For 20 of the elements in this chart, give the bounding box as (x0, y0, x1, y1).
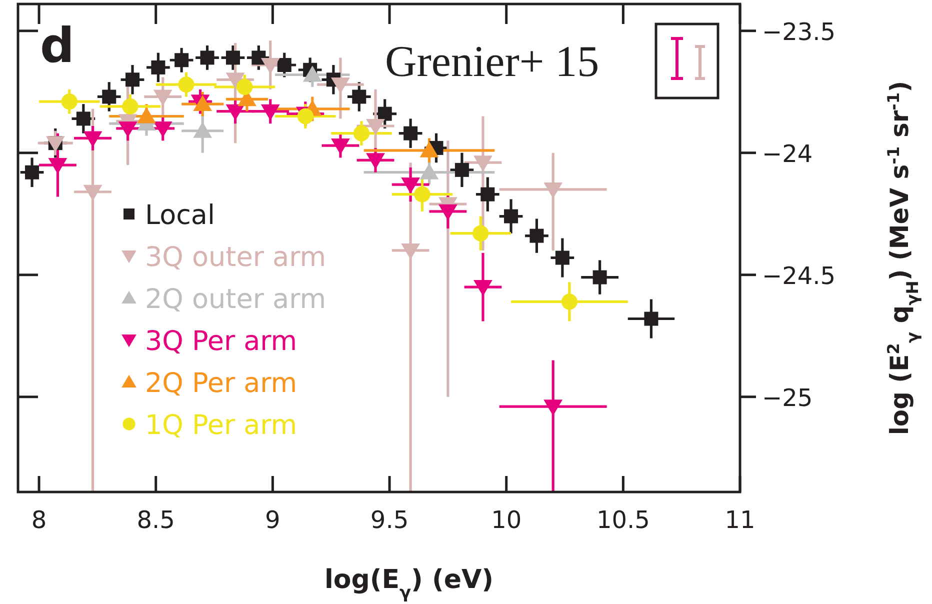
y-tick-label: −23.5 (762, 18, 836, 46)
legend-label: 1Q Per arm (145, 410, 298, 441)
y-tick-label: −24 (762, 140, 813, 168)
x-tick-label: 10.5 (596, 506, 650, 534)
annotation: d (40, 18, 74, 74)
x-tick-label: 8.5 (136, 506, 175, 534)
legend-label: 3Q Per arm (145, 326, 298, 357)
y-tick-label: −25 (762, 384, 813, 412)
x-tick-label: 9.5 (370, 506, 409, 534)
x-tick-label: 9 (265, 506, 280, 534)
legend-label: Local (145, 200, 215, 231)
legend-label: 2Q Per arm (145, 368, 298, 399)
annotation: Grenier+ 15 (385, 37, 600, 86)
y-tick-label: −24.5 (762, 262, 836, 290)
x-axis-title: log(E$_{γ}$) (eV) (324, 565, 494, 602)
x-tick-label: 8 (31, 506, 47, 534)
legend-label: 3Q outer arm (145, 242, 326, 273)
x-tick-label: 11 (724, 506, 756, 534)
legend-label: 2Q outer arm (145, 284, 326, 315)
x-tick-label: 10 (491, 506, 522, 534)
